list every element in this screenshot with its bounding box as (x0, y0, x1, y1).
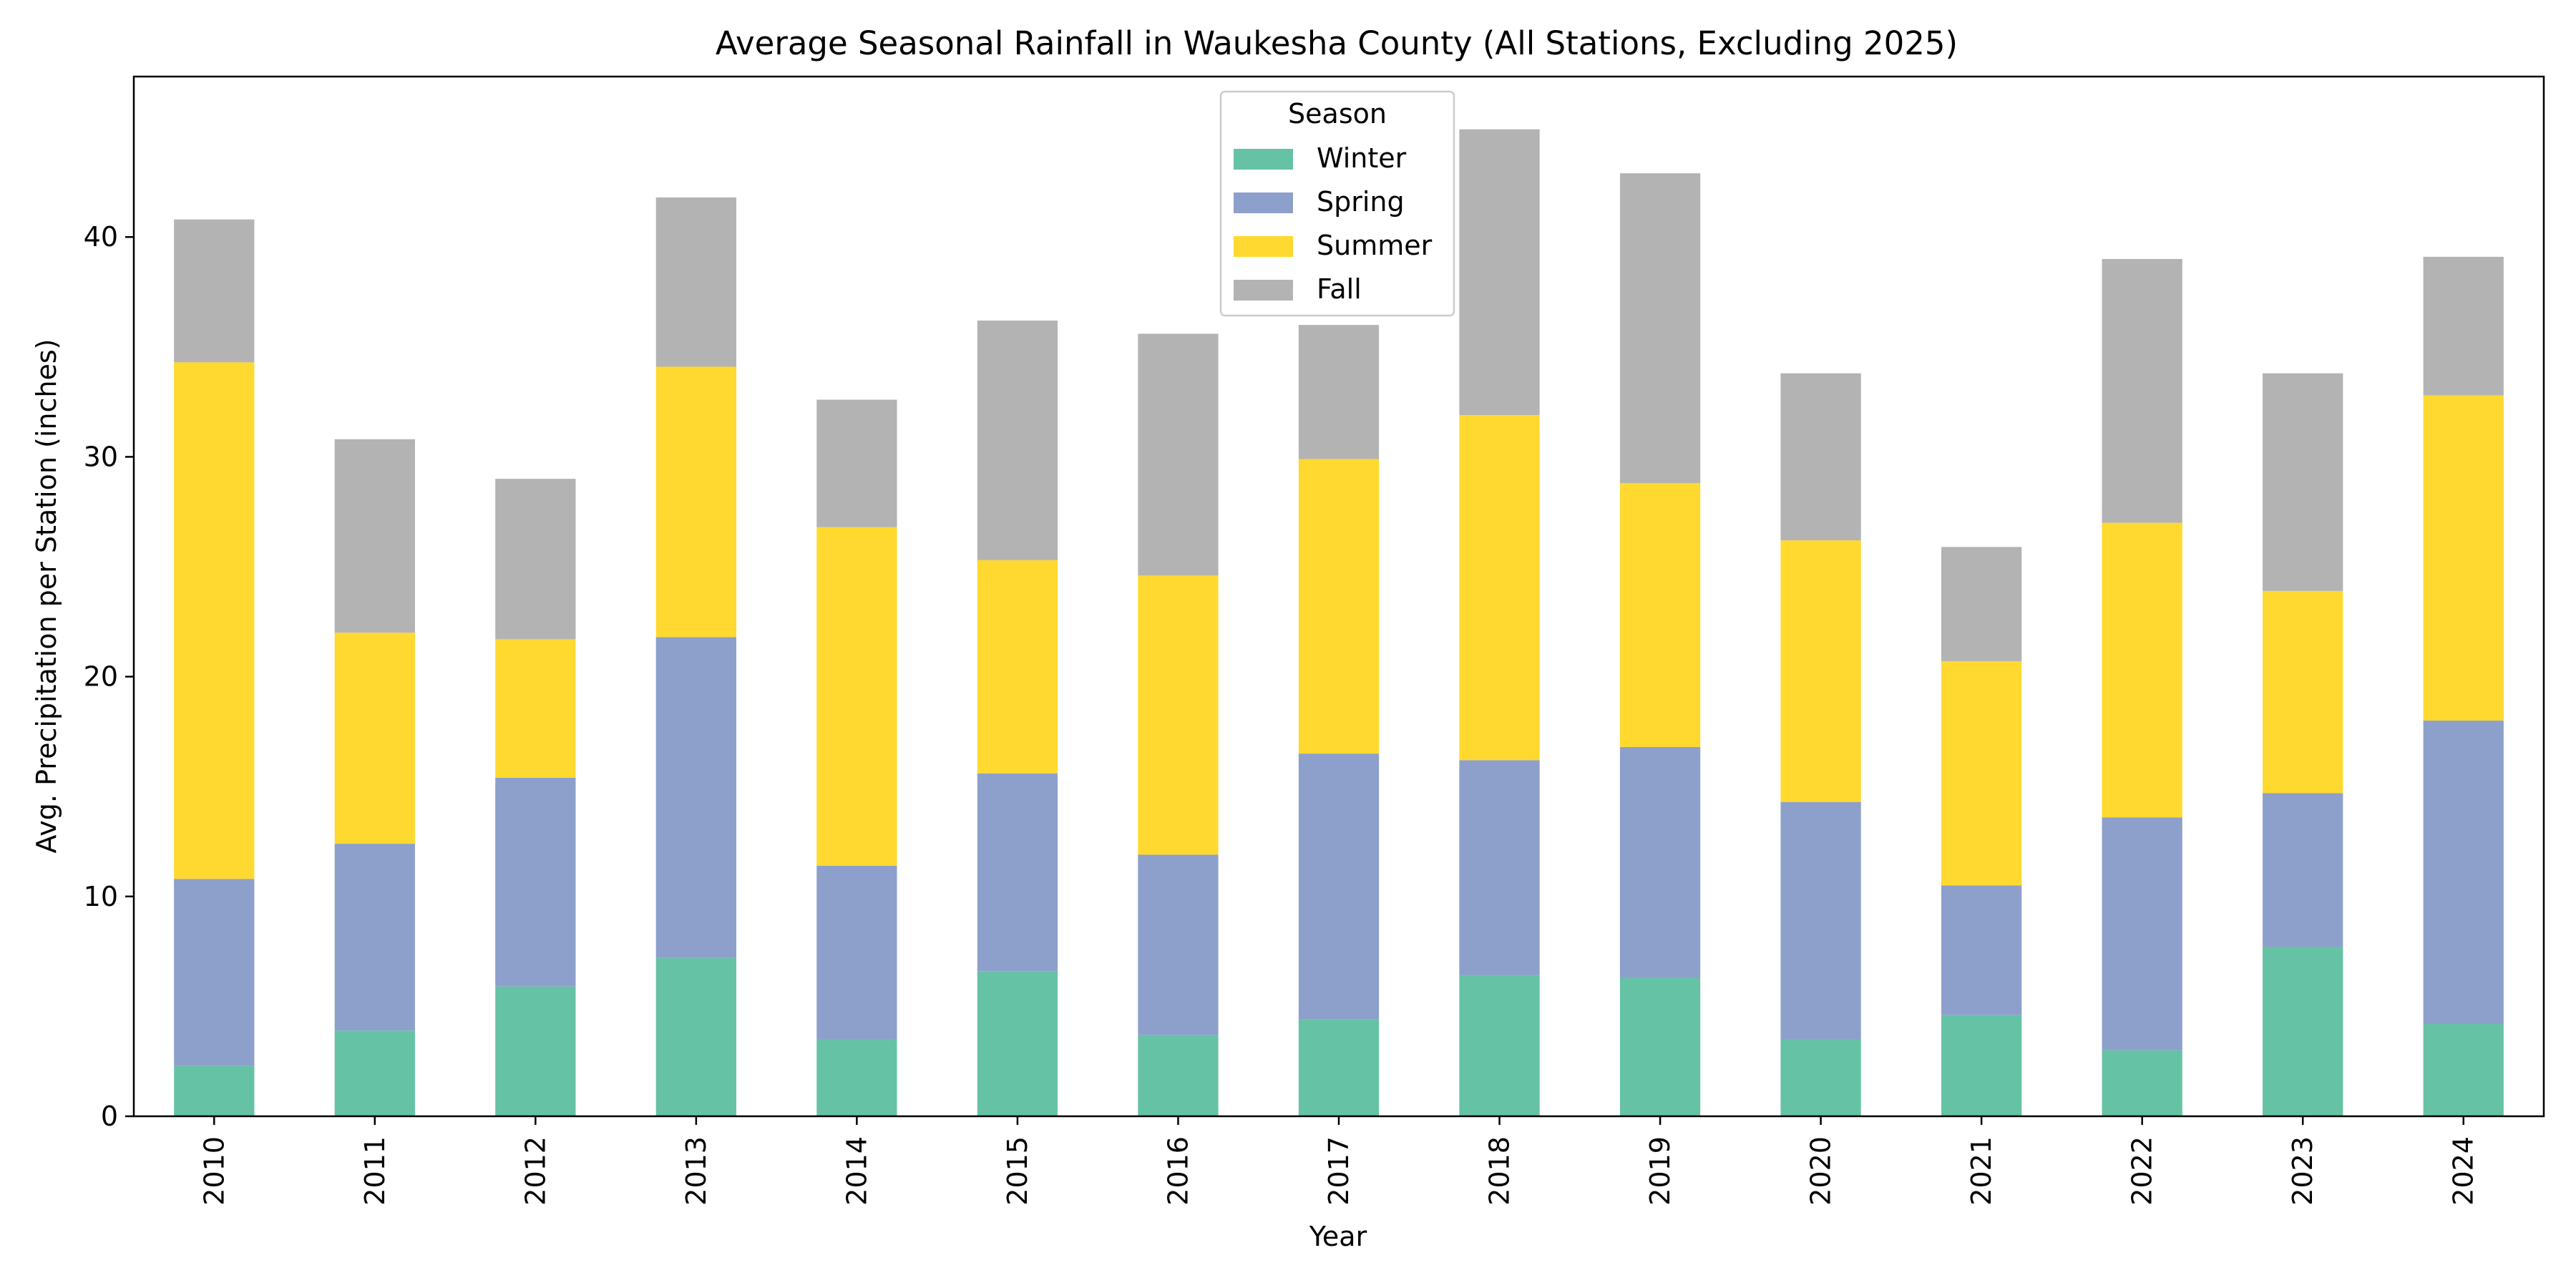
bar-segment-summer-2016 (1138, 575, 1219, 855)
bar-segment-spring-2022 (2102, 817, 2182, 1050)
bar-segment-fall-2014 (816, 399, 897, 527)
bar-segment-winter-2014 (816, 1039, 897, 1116)
bar-segment-winter-2021 (1941, 1015, 2022, 1116)
bar-segment-spring-2019 (1619, 746, 1701, 978)
legend-swatch-summer (1234, 236, 1293, 257)
bar-segment-summer-2014 (816, 527, 897, 866)
y-tick-label: 20 (84, 661, 118, 693)
bar-segment-summer-2010 (174, 362, 255, 879)
bar-segment-winter-2015 (977, 971, 1058, 1116)
bar-segment-winter-2019 (1619, 977, 1701, 1116)
bar-segment-fall-2010 (174, 219, 255, 363)
x-tick-label: 2010 (198, 1136, 230, 1206)
bar-segment-fall-2019 (1619, 173, 1701, 484)
bar-segment-summer-2023 (2263, 590, 2343, 794)
bar-segment-spring-2010 (174, 879, 255, 1066)
bar-segment-winter-2017 (1298, 1019, 1380, 1116)
legend-title: Season (1288, 98, 1387, 130)
y-axis: 0 10 20 30 40 (84, 221, 134, 1132)
legend-frame (1219, 90, 1455, 317)
bar-segment-winter-2013 (655, 957, 736, 1116)
bar-segment-summer-2021 (1941, 661, 2022, 886)
x-tick-label: 2016 (1162, 1136, 1194, 1206)
bar-segment-fall-2022 (2102, 258, 2182, 523)
bar-segment-winter-2024 (2423, 1023, 2504, 1116)
bar-segment-winter-2018 (1459, 975, 1540, 1116)
chart-title: Average Seasonal Rainfall in Waukesha Co… (716, 24, 1958, 62)
bar-segment-fall-2023 (2263, 373, 2343, 591)
bar-segment-winter-2020 (1780, 1039, 1861, 1116)
bar-segment-fall-2011 (334, 439, 415, 633)
bar-segment-spring-2017 (1298, 753, 1380, 1020)
bar-segment-fall-2024 (2423, 256, 2504, 396)
bar-segment-winter-2011 (334, 1030, 415, 1116)
x-tick-label: 2011 (359, 1136, 391, 1206)
bar-segment-spring-2011 (334, 844, 415, 1031)
bar-segment-summer-2022 (2102, 522, 2182, 818)
legend-label-winter: Winter (1317, 142, 1407, 174)
legend: Season Winter Spring Summer Fall (1219, 90, 1455, 317)
bar-segment-summer-2019 (1619, 483, 1701, 747)
x-tick-label: 2022 (2127, 1136, 2158, 1206)
bar-segment-spring-2013 (655, 637, 736, 958)
legend-swatch-spring (1234, 192, 1293, 213)
bar-segment-winter-2022 (2102, 1050, 2182, 1116)
bar-segment-fall-2018 (1459, 129, 1540, 416)
x-tick-label: 2023 (2287, 1136, 2318, 1206)
legend-label-summer: Summer (1317, 230, 1433, 261)
legend-items: Winter Spring Summer Fall (1234, 142, 1433, 305)
bar-segment-spring-2023 (2263, 793, 2343, 947)
y-tick-label: 10 (84, 881, 118, 912)
x-tick-label: 2024 (2448, 1136, 2479, 1206)
bar-segment-summer-2011 (334, 633, 415, 844)
legend-label-fall: Fall (1317, 273, 1362, 305)
x-tick-label: 2021 (1966, 1136, 1997, 1206)
y-tick-label: 0 (101, 1101, 118, 1132)
x-tick-label: 2020 (1805, 1136, 1837, 1206)
bar-segment-spring-2018 (1459, 760, 1540, 976)
bar-segment-summer-2020 (1780, 540, 1861, 802)
x-tick-label: 2014 (841, 1136, 872, 1206)
bar-segment-summer-2012 (495, 639, 576, 778)
bar-segment-spring-2014 (816, 865, 897, 1040)
bar-segment-summer-2013 (655, 366, 736, 638)
bar-segment-spring-2015 (977, 773, 1058, 972)
x-tick-label: 2012 (519, 1136, 551, 1206)
bar-segment-fall-2013 (655, 197, 736, 367)
x-tick-label: 2019 (1644, 1136, 1676, 1206)
legend-swatch-fall (1234, 280, 1293, 301)
y-tick-label: 40 (84, 221, 118, 253)
x-tick-label: 2015 (1002, 1136, 1033, 1206)
bar-segment-spring-2016 (1138, 854, 1219, 1035)
bar-segment-spring-2024 (2423, 721, 2504, 1024)
bar-segment-winter-2016 (1138, 1035, 1219, 1116)
y-axis-label: Avg. Precipitation per Station (inches) (31, 339, 62, 854)
bar-segment-winter-2010 (174, 1065, 255, 1116)
bars-layer (174, 129, 2504, 1116)
bar-segment-summer-2017 (1298, 459, 1380, 754)
bar-segment-fall-2017 (1298, 325, 1380, 459)
y-tick-label: 30 (84, 441, 118, 472)
x-axis-label: Year (1309, 1221, 1367, 1252)
bar-segment-spring-2020 (1780, 801, 1861, 1040)
bar-segment-summer-2015 (977, 560, 1058, 774)
bar-segment-winter-2012 (495, 986, 576, 1116)
bar-segment-fall-2020 (1780, 373, 1861, 541)
legend-swatch-winter (1234, 149, 1293, 170)
bar-segment-spring-2021 (1941, 885, 2022, 1015)
bar-segment-fall-2016 (1138, 333, 1219, 576)
bar-segment-fall-2012 (495, 479, 576, 640)
bar-segment-fall-2021 (1941, 547, 2022, 662)
x-tick-label: 2017 (1323, 1136, 1355, 1206)
x-tick-label: 2018 (1484, 1136, 1516, 1206)
legend-label-spring: Spring (1317, 186, 1405, 218)
bar-segment-summer-2018 (1459, 415, 1540, 761)
bar-segment-fall-2015 (977, 320, 1058, 560)
bar-segment-summer-2024 (2423, 395, 2504, 721)
bar-segment-winter-2023 (2263, 947, 2343, 1116)
bar-segment-spring-2012 (495, 777, 576, 987)
x-tick-label: 2013 (680, 1136, 712, 1206)
x-axis: 2010 2011 2012 2013 2014 2015 2016 2017 2018 2019… (198, 1116, 2479, 1206)
